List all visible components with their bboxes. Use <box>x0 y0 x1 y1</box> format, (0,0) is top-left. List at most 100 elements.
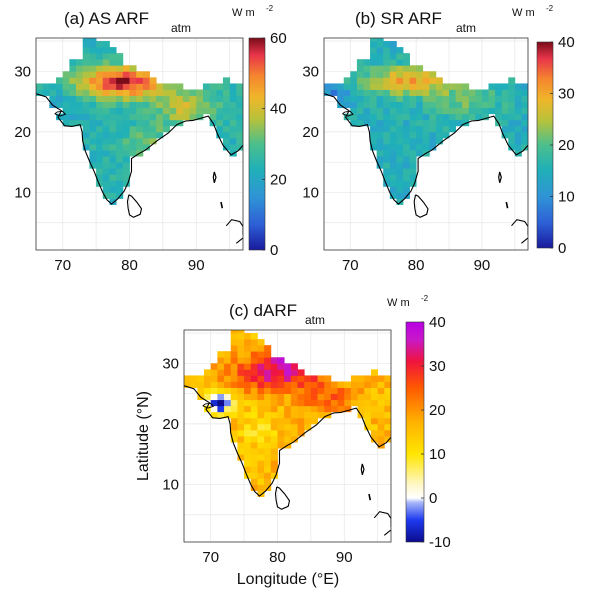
heatmap-cell <box>210 387 218 394</box>
heatmap-cell <box>222 95 231 102</box>
heatmap-cell <box>376 65 384 72</box>
heatmap-cell <box>384 387 391 394</box>
heatmap-cell <box>96 95 104 102</box>
heatmap-cell <box>396 125 404 133</box>
heatmap-cell <box>481 95 489 102</box>
andaman-islands <box>498 171 502 183</box>
heatmap-cell <box>449 107 457 115</box>
heatmap-cell <box>217 381 225 388</box>
heatmap-cell <box>162 107 170 115</box>
heatmap-cell <box>237 436 245 443</box>
heatmap-cell <box>156 113 164 121</box>
heatmap-cell <box>383 113 391 121</box>
heatmap-cell <box>429 125 437 133</box>
heatmap-cell <box>370 417 379 425</box>
heatmap-cell <box>257 454 265 461</box>
heatmap-cell <box>402 95 410 102</box>
heatmap-cell <box>82 131 90 139</box>
panel-a-map-area <box>35 37 244 251</box>
heatmap-cell <box>409 137 417 145</box>
heatmap-cell <box>136 71 144 78</box>
heatmap-cell <box>109 156 117 163</box>
heatmap-cell <box>264 436 272 443</box>
heatmap-cell <box>96 137 104 145</box>
heatmap-cell <box>62 107 70 115</box>
heatmap-cell <box>429 144 437 151</box>
heatmap-cell <box>250 357 258 364</box>
heatmap-cell <box>521 95 528 102</box>
heatmap-cell <box>109 101 117 109</box>
heatmap-cell <box>229 131 237 139</box>
heatmap-cell <box>82 77 90 84</box>
heatmap-cell <box>468 89 476 96</box>
heatmap-cell <box>229 107 237 115</box>
heatmap-cell <box>264 357 272 364</box>
heatmap-cell <box>182 101 190 109</box>
heatmap-cell <box>468 107 476 115</box>
heatmap-cell <box>250 436 258 443</box>
heatmap-cell <box>109 180 117 187</box>
heatmap-cell <box>370 423 379 431</box>
colorbar-tick-label: 30 <box>558 86 575 103</box>
heatmap-cell <box>76 113 84 121</box>
heatmap-cell <box>69 89 77 96</box>
heatmap-cell <box>270 405 278 413</box>
heatmap-cell <box>384 423 391 431</box>
heatmap-cell <box>370 381 379 388</box>
heatmap-cell <box>435 95 443 102</box>
heatmap-cell <box>237 454 245 461</box>
heatmap-cell <box>122 144 130 151</box>
heatmap-cell <box>244 357 252 364</box>
heatmap-cell <box>237 405 245 413</box>
heatmap-cell <box>89 150 97 157</box>
heatmap-cell <box>176 89 184 96</box>
heatmap-cell <box>169 113 177 121</box>
heatmap-cell <box>363 71 371 78</box>
heatmap-cell <box>317 387 325 394</box>
heatmap-cell <box>409 174 417 181</box>
heatmap-cell <box>62 95 70 102</box>
heatmap-cell <box>324 399 332 407</box>
heatmap-cell <box>521 119 528 127</box>
heatmap-cell <box>244 448 252 455</box>
heatmap-cell <box>337 399 345 407</box>
heatmap-cell <box>402 150 410 157</box>
heatmap-cell <box>363 83 371 90</box>
heatmap-cell <box>89 65 97 72</box>
heatmap-cell <box>422 71 430 78</box>
heatmap-cell <box>370 125 378 133</box>
heatmap-cell <box>501 101 509 109</box>
heatmap-cell <box>236 101 243 109</box>
heatmap-cell <box>176 83 184 90</box>
heatmap-cell <box>508 101 516 109</box>
heatmap-cell <box>76 89 84 96</box>
heatmap-cell <box>196 101 204 109</box>
heatmap-cell <box>69 95 77 102</box>
y-tick-label: 30 <box>302 63 319 80</box>
heatmap-cell <box>409 150 417 157</box>
heatmap-cell <box>277 357 285 364</box>
heatmap-cell <box>363 119 371 127</box>
heatmap-cell <box>89 71 97 78</box>
heatmap-cell <box>409 131 417 139</box>
heatmap-cell <box>384 381 391 388</box>
heatmap-cell <box>222 119 231 127</box>
heatmap-cell <box>69 77 77 84</box>
heatmap-cell <box>324 89 331 96</box>
heatmap-cell <box>377 375 385 382</box>
x-tick-label: 70 <box>202 549 219 566</box>
heatmap-cell <box>162 83 170 90</box>
heatmap-cell <box>217 411 225 419</box>
heatmap-cell <box>383 77 391 84</box>
heatmap-cell <box>196 89 204 96</box>
heatmap-cell <box>89 125 97 133</box>
heatmap-cell <box>236 83 243 90</box>
heatmap-cell <box>224 393 232 401</box>
heatmap-cell <box>257 381 265 388</box>
heatmap-cell <box>76 59 84 66</box>
heatmap-cell <box>521 144 528 151</box>
heatmap-cell <box>237 411 245 419</box>
heatmap-cell <box>514 107 522 115</box>
heatmap-cell <box>442 119 450 127</box>
heatmap-cell <box>250 484 258 491</box>
